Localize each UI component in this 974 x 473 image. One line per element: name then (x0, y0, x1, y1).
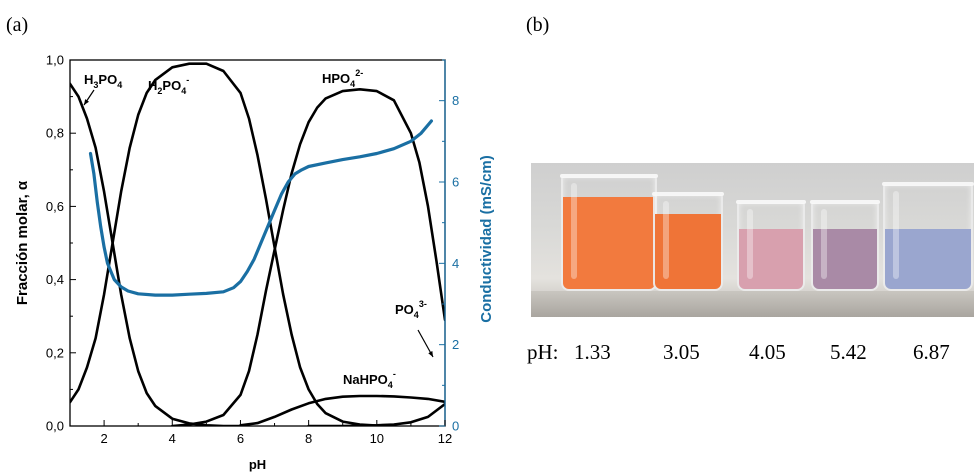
y-left-ticks-group: 0,0 0,2 0,4 0,6 0,8 1,0 (46, 53, 76, 434)
beaker-5 (882, 182, 974, 291)
y-left-tick-label: 0,8 (46, 126, 64, 141)
table-surface (531, 291, 974, 317)
y-right-tick-label: 2 (452, 337, 459, 352)
x-tick-label: 4 (169, 431, 176, 446)
beaker-liquid (739, 228, 803, 289)
y-left-tick-label: 0,0 (46, 419, 64, 434)
arrow-po4-head (428, 351, 433, 357)
beaker-liquid (813, 228, 877, 289)
annotation-po4: PO43- (395, 299, 427, 320)
y-left-tick-label: 0,2 (46, 345, 64, 360)
beakers-photo (531, 163, 974, 317)
y-left-tick-label: 1,0 (46, 53, 64, 68)
ph-value-2: 3.05 (663, 340, 700, 364)
y-right-tick-label: 4 (452, 256, 459, 271)
beaker-shine (663, 201, 669, 279)
x-tick-label: 12 (438, 431, 452, 446)
annotation-h3po4: H3PO4 (84, 72, 122, 90)
ph-value-5: 6.87 (913, 340, 950, 364)
beaker-liquid (563, 197, 655, 289)
beaker-rim (882, 182, 974, 186)
ph-value-4: 5.42 (830, 340, 867, 364)
ph-value-1: 1.33 (574, 340, 611, 364)
ph-values-row: pH: 1.33 3.05 4.05 5.42 6.87 (527, 340, 974, 370)
ph-value-3: 4.05 (749, 340, 786, 364)
chart-svg: 2 4 6 8 10 12 0,0 0,2 0,4 0,6 0,8 1,0 0 2 4 6 8 pH Fra… (14, 53, 495, 473)
beaker-shine (893, 191, 899, 279)
y-right-tick-label: 0 (452, 419, 459, 434)
beaker-rim (652, 192, 724, 196)
y-right-tick-label: 8 (452, 93, 459, 108)
series-line-conductividad (88, 119, 433, 297)
series-line-hpo42 (171, 88, 445, 426)
x-axis-label: pH (249, 457, 266, 472)
panel-label-a: (a) (6, 14, 29, 36)
x-tick-label: 6 (237, 431, 244, 446)
beaker-rim (810, 200, 880, 204)
y-right-tick-label: 6 (452, 175, 459, 190)
x-tick-label: 10 (370, 431, 384, 446)
beaker-rim (560, 174, 658, 178)
beaker-2 (652, 192, 724, 291)
curves-group (70, 62, 445, 426)
beaker-1 (560, 174, 658, 291)
beaker-shine (821, 209, 827, 279)
y-axis-left-label: Fracción molar, α (14, 180, 31, 305)
y-axis-right-label: Conductividad (mS/cm) (478, 155, 495, 323)
annotation-hpo4: HPO42- (322, 68, 363, 89)
beaker-rim (736, 200, 806, 204)
arrow-h3po4-head (84, 99, 90, 105)
beaker-4 (810, 200, 880, 291)
annotations-group: H3PO4 H2PO4- HPO42- PO43- NaHPO4- (83, 68, 434, 390)
beaker-liquid (885, 228, 971, 289)
beaker-liquid (655, 213, 721, 289)
series-line-h2po4 (70, 62, 379, 426)
x-tick-label: 8 (305, 431, 312, 446)
ph-label: pH: (527, 340, 559, 364)
beaker-shine (747, 209, 753, 279)
beaker-shine (571, 183, 577, 279)
series-line-h3po4 (70, 82, 242, 426)
x-tick-label: 2 (100, 431, 107, 446)
annotation-nahpo4: NaHPO4- (343, 369, 396, 390)
y-left-tick-label: 0,4 (46, 272, 64, 287)
x-ticks-group: 2 4 6 8 10 12 (69, 420, 452, 446)
plot-frame (69, 59, 446, 427)
panel-label-b: (b) (526, 14, 550, 36)
annotation-h2po4: H2PO4- (148, 75, 189, 96)
y-left-tick-label: 0,6 (46, 199, 64, 214)
series-line-po43 (307, 402, 445, 426)
series-line-nahpo4 (239, 394, 445, 426)
beaker-3 (736, 200, 806, 291)
y-right-ticks-group: 0 2 4 6 8 (439, 59, 459, 434)
